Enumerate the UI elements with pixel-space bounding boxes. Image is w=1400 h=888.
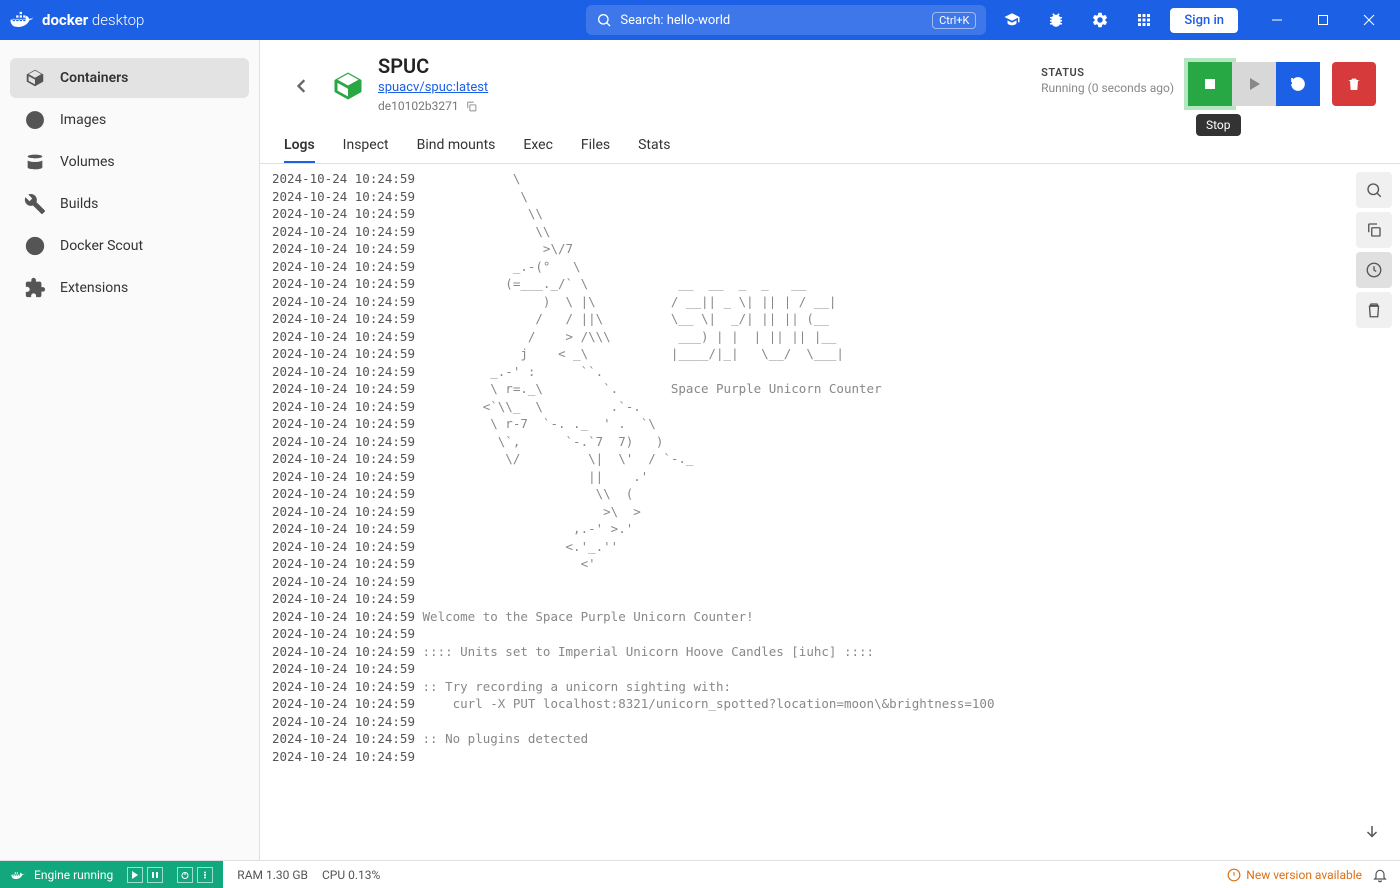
engine-label: Engine running [34, 868, 113, 882]
learn-icon[interactable] [994, 5, 1030, 35]
extensions-icon [24, 277, 46, 299]
sidebar-item-volumes[interactable]: Volumes [10, 142, 249, 182]
search-shortcut: Ctrl+K [932, 12, 976, 29]
scroll-down-button[interactable] [1358, 818, 1386, 846]
logs-panel: 2024-10-24 10:24:59 \ 2024-10-24 10:24:5… [260, 164, 1400, 860]
engine-power-button[interactable] [177, 867, 193, 883]
sidebar-item-images[interactable]: Images [10, 100, 249, 140]
sidebar-label: Volumes [60, 154, 115, 170]
copy-icon[interactable] [465, 100, 478, 113]
logs-output[interactable]: 2024-10-24 10:24:59 \ 2024-10-24 10:24:5… [260, 164, 1400, 860]
whale-small-icon [10, 867, 26, 883]
status-text: Running (0 seconds ago) [1041, 81, 1174, 95]
whale-icon [8, 6, 36, 34]
sidebar-label: Docker Scout [60, 238, 143, 254]
brand-bold: docker [42, 11, 88, 29]
log-clear-button[interactable] [1356, 292, 1392, 328]
container-name: SPUC [378, 54, 488, 78]
signin-button[interactable]: Sign in [1170, 8, 1238, 33]
images-icon [24, 109, 46, 131]
maximize-button[interactable] [1300, 0, 1346, 40]
engine-status[interactable]: Engine running [0, 861, 223, 888]
tab-inspect[interactable]: Inspect [343, 129, 389, 163]
tab-files[interactable]: Files [581, 129, 610, 163]
statusbar: Engine running RAM 1.30 GB CPU 0.13% New… [0, 860, 1400, 888]
log-copy-button[interactable] [1356, 212, 1392, 248]
volumes-icon [24, 151, 46, 173]
back-button[interactable] [284, 68, 320, 104]
update-link[interactable]: New version available [1227, 868, 1362, 882]
stop-tooltip: Stop [1196, 114, 1241, 136]
container-icon [330, 68, 366, 104]
stop-button[interactable] [1188, 62, 1232, 106]
action-buttons: Stop [1188, 62, 1376, 106]
apps-icon[interactable] [1126, 5, 1162, 35]
minimize-button[interactable] [1254, 0, 1300, 40]
search-placeholder: Search: hello-world [620, 13, 730, 28]
tab-logs[interactable]: Logs [284, 129, 315, 163]
sidebar-item-builds[interactable]: Builds [10, 184, 249, 224]
container-header: SPUC spuacv/spuc:latest de10102b3271 STA… [260, 40, 1400, 113]
search-icon [596, 12, 612, 28]
ram-label: RAM 1.30 GB [237, 868, 308, 882]
titlebar: docker desktop Search: hello-world Ctrl+… [0, 0, 1400, 40]
engine-play-button[interactable] [127, 867, 143, 883]
window-controls [1254, 0, 1392, 40]
tab-stats[interactable]: Stats [638, 129, 670, 163]
engine-menu-button[interactable] [197, 867, 213, 883]
tab-bind-mounts[interactable]: Bind mounts [417, 129, 496, 163]
start-button[interactable] [1232, 62, 1276, 106]
sidebar-item-extensions[interactable]: Extensions [10, 268, 249, 308]
tab-exec[interactable]: Exec [523, 129, 553, 163]
sidebar-label: Builds [60, 196, 98, 212]
search-input[interactable]: Search: hello-world Ctrl+K [586, 5, 986, 35]
log-timestamp-button[interactable] [1356, 252, 1392, 288]
docker-logo: docker desktop [8, 6, 144, 34]
engine-pause-button[interactable] [147, 867, 163, 883]
container-id: de10102b3271 [378, 99, 488, 113]
sidebar-item-containers[interactable]: Containers [10, 58, 249, 98]
builds-icon [24, 193, 46, 215]
notifications-icon[interactable] [1372, 867, 1388, 883]
status-label: STATUS [1041, 66, 1174, 79]
cpu-label: CPU 0.13% [322, 868, 380, 882]
restart-button[interactable] [1276, 62, 1320, 106]
brand-light: desktop [92, 11, 144, 29]
log-search-button[interactable] [1356, 172, 1392, 208]
sidebar-label: Containers [60, 70, 128, 86]
log-toolbar [1356, 172, 1392, 328]
status-block: STATUS Running (0 seconds ago) [1041, 66, 1174, 95]
image-link[interactable]: spuacv/spuc:latest [378, 80, 488, 95]
containers-icon [24, 67, 46, 89]
bug-icon[interactable] [1038, 5, 1074, 35]
close-button[interactable] [1346, 0, 1392, 40]
gear-icon[interactable] [1082, 5, 1118, 35]
sidebar-label: Extensions [60, 280, 128, 296]
scout-icon [24, 235, 46, 257]
sidebar: Containers Images Volumes Builds Docker … [0, 40, 260, 860]
delete-button[interactable] [1332, 62, 1376, 106]
sidebar-label: Images [60, 112, 106, 128]
sidebar-item-scout[interactable]: Docker Scout [10, 226, 249, 266]
